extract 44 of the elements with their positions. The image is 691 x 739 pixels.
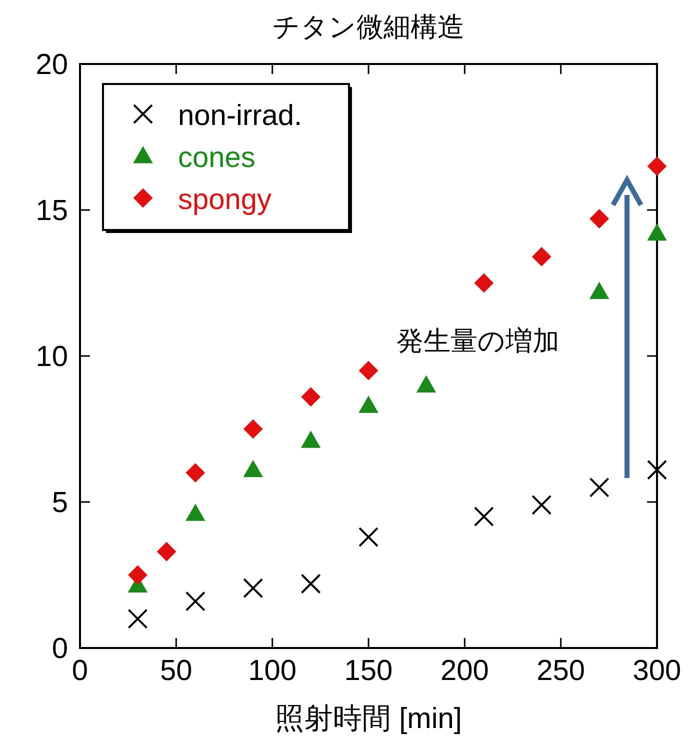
x-tick-label: 0 [72,655,88,687]
x-axis-title: 照射時間 [min] [275,703,462,735]
point [532,494,552,515]
y-tick-label: 0 [52,633,68,665]
point [301,431,320,448]
point [244,460,263,478]
x-tick-label: 50 [160,655,192,687]
y-tick-label: 20 [36,49,68,81]
x-tick-label: 150 [344,655,393,687]
chart-title: チタン微細構造 [272,12,464,42]
point [416,376,436,392]
annotation: 発生量の増加 [396,326,560,356]
legend-label: non-irrad. [178,100,302,132]
point [474,506,494,527]
point [186,463,205,482]
point [358,527,378,548]
y-tick-label: 10 [36,341,68,373]
legend-label: cones [178,142,256,174]
y-tick-label: 5 [52,487,68,519]
x-tick-label: 100 [248,655,297,687]
point [300,574,321,594]
point [648,156,666,176]
point [128,566,148,584]
legend-label: spongy [178,184,272,216]
point [359,361,378,380]
point [186,504,205,521]
point [532,247,552,266]
point [589,477,610,498]
point [244,420,263,438]
point [185,591,206,612]
y-tick-label: 15 [36,195,68,227]
x-tick-label: 200 [440,655,489,687]
point [128,608,148,629]
point [648,224,666,241]
point [301,387,320,406]
x-tick-label: 300 [632,655,682,687]
point [647,460,667,480]
point [243,578,264,598]
point [590,282,609,300]
x-tick-label: 250 [536,655,586,687]
point [474,274,494,292]
point [359,396,378,413]
point [590,209,609,228]
point [157,542,176,562]
